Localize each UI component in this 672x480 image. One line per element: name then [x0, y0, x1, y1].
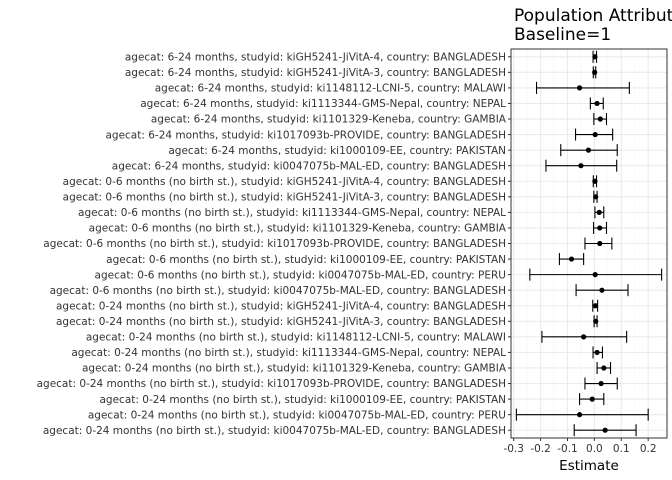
estimate-point — [593, 318, 599, 324]
estimate-point — [592, 131, 598, 138]
y-tick-label: agecat: 0-24 months (no birth st.), stud… — [43, 425, 506, 437]
y-tick-label: agecat: 0-24 months (no birth st.), stud… — [37, 378, 506, 390]
estimate-point — [592, 69, 598, 75]
y-tick-label: agecat: 0-24 months (no birth st.), stud… — [56, 300, 506, 312]
estimate-point — [581, 334, 587, 340]
estimate-point — [576, 412, 583, 418]
estimate-point — [597, 240, 603, 247]
chart-title-line-2: Baseline=1 — [514, 25, 611, 45]
y-tick-label: agecat: 0-6 months (no birth st.), study… — [63, 176, 506, 188]
x-axis: -0.3 -0.2 -0.1 0.0 0.1 0.2 — [503, 438, 657, 455]
estimate-point — [576, 85, 583, 91]
estimate-point — [592, 303, 599, 309]
y-axis-labels: agecat: 6-24 months, studyid: kiGH5241-J… — [37, 51, 511, 437]
y-tick-label: agecat: 6-24 months, studyid: ki1148112-… — [155, 83, 506, 95]
x-axis-label: Estimate — [559, 458, 619, 474]
estimate-point — [597, 116, 603, 122]
estimate-point — [568, 256, 575, 262]
x-tick-label: 0.1 — [613, 443, 630, 455]
estimate-point — [592, 54, 598, 60]
estimate-point — [592, 178, 598, 184]
x-tick-label: 0.2 — [640, 443, 657, 455]
estimate-point — [596, 209, 602, 215]
y-tick-label: agecat: 6-24 months, studyid: ki1017093b… — [105, 129, 506, 141]
y-tick-label: agecat: 0-6 months (no birth st.), study… — [106, 254, 506, 266]
y-tick-label: agecat: 0-6 months (no birth st.), study… — [89, 223, 507, 235]
estimate-point — [593, 194, 599, 200]
estimate-point — [578, 163, 584, 169]
y-tick-label: agecat: 0-24 months (no birth st.), stud… — [100, 394, 507, 406]
y-tick-label: agecat: 0-24 months (no birth st.), stud… — [82, 363, 507, 375]
estimate-point — [594, 100, 600, 107]
estimate-point — [594, 349, 600, 356]
y-tick-label: agecat: 0-24 months (no birth st.), stud… — [56, 316, 506, 328]
estimate-point — [597, 225, 603, 231]
y-tick-label: agecat: 6-24 months, studyid: ki0047075b… — [112, 160, 506, 172]
y-tick-label: agecat: 0-6 months (no birth st.), study… — [63, 192, 506, 204]
estimate-point — [601, 365, 607, 371]
y-tick-label: agecat: 0-6 months (no birth st.), study… — [50, 285, 506, 297]
y-tick-label: agecat: 0-24 months (no birth st.), stud… — [88, 409, 506, 421]
y-tick-label: agecat: 0-6 months (no birth st.), study… — [43, 238, 506, 250]
y-tick-label: agecat: 0-6 months (no birth st.), study… — [95, 269, 506, 281]
y-tick-label: agecat: 0-24 months (no birth st.), stud… — [86, 332, 506, 344]
x-tick-label: 0.0 — [586, 443, 603, 455]
x-tick-label: -0.2 — [530, 443, 551, 455]
data-marks — [515, 50, 663, 437]
y-tick-label: agecat: 6-24 months, studyid: kiGH5241-J… — [125, 51, 506, 63]
estimate-point — [598, 380, 604, 387]
y-tick-label: agecat: 6-24 months, studyid: ki1113344-… — [140, 98, 506, 110]
y-tick-label: agecat: 6-24 months, studyid: kiGH5241-J… — [125, 67, 506, 79]
estimate-point — [589, 396, 595, 402]
estimate-point — [585, 147, 592, 153]
estimate-point — [602, 427, 608, 433]
y-tick-label: agecat: 6-24 months, studyid: ki1000109-… — [168, 145, 506, 157]
y-tick-label: agecat: 0-6 months (no birth st.), study… — [78, 207, 506, 219]
estimate-point — [599, 287, 605, 293]
estimate-point — [592, 272, 598, 278]
x-tick-label: -0.3 — [503, 443, 524, 455]
x-tick-label: -0.1 — [557, 443, 578, 455]
chart-title-line-1: Population Attributable Difference — [514, 6, 672, 26]
panel-border — [510, 48, 668, 439]
y-tick-label: agecat: 0-24 months (no birth st.), stud… — [71, 347, 506, 359]
y-tick-label: agecat: 6-24 months, studyid: ki1101329-… — [151, 114, 507, 126]
